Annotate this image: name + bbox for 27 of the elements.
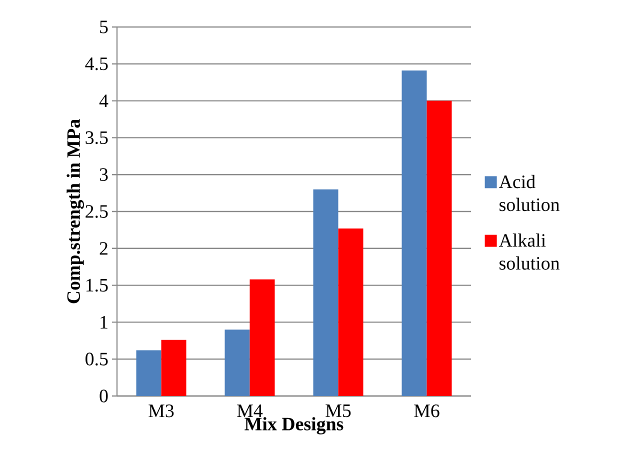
y-tick-label: 2 <box>100 242 108 255</box>
x-tick-label: M5 <box>326 404 351 418</box>
y-tick-label: 4.5 <box>85 58 108 70</box>
bar <box>338 228 364 396</box>
x-tick-label: M4 <box>237 404 263 417</box>
y-tick-label: 3.5 <box>86 131 108 144</box>
y-tick-label: 1 <box>100 316 108 328</box>
legend-label: Acid solution <box>498 174 560 212</box>
y-tick-label: 5 <box>100 20 108 34</box>
y-tick-label: 3 <box>100 168 108 181</box>
bar <box>161 340 186 396</box>
bar <box>402 70 427 396</box>
x-tick-label: M3 <box>148 404 174 418</box>
bar <box>426 100 452 396</box>
y-tick-label: 4 <box>99 94 108 108</box>
bar <box>250 279 275 396</box>
y-tick-label: 1.5 <box>86 278 108 292</box>
y-tick-label: 0 <box>100 390 108 402</box>
y-axis-title: Comp.strength in MPa <box>66 119 84 304</box>
y-tick-label: 2.5 <box>86 205 108 218</box>
bar <box>136 350 162 396</box>
x-axis-title: Mix Designs <box>244 417 344 434</box>
legend-label: Alkali solution <box>498 234 560 270</box>
bar <box>224 330 250 396</box>
bar <box>313 189 338 396</box>
x-tick-label: M6 <box>414 404 440 418</box>
y-tick-label: 0.5 <box>86 352 108 366</box>
